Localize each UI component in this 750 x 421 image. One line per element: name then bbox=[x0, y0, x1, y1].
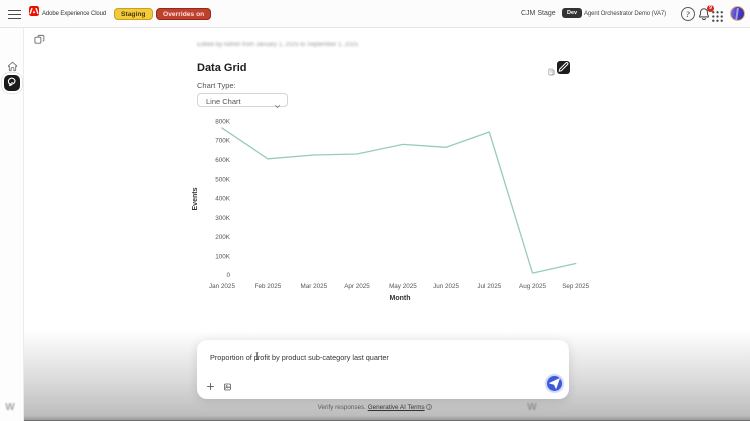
svg-text:700K: 700K bbox=[215, 138, 231, 145]
svg-text:Month: Month bbox=[390, 295, 411, 302]
svg-text:300K: 300K bbox=[215, 215, 231, 222]
svg-text:Jun 2025: Jun 2025 bbox=[433, 283, 459, 290]
svg-text:Mar 2025: Mar 2025 bbox=[300, 283, 327, 290]
svg-text:Jul 2025: Jul 2025 bbox=[477, 283, 501, 290]
svg-text:200K: 200K bbox=[215, 234, 231, 241]
svg-text:500K: 500K bbox=[215, 176, 231, 183]
svg-text:100K: 100K bbox=[215, 253, 231, 260]
svg-text:Sep 2025: Sep 2025 bbox=[562, 283, 589, 290]
svg-text:Jan 2025: Jan 2025 bbox=[209, 283, 235, 290]
svg-text:Feb 2025: Feb 2025 bbox=[255, 283, 282, 290]
svg-text:May 2025: May 2025 bbox=[389, 283, 417, 290]
svg-text:800K: 800K bbox=[215, 119, 231, 126]
svg-text:600K: 600K bbox=[215, 157, 231, 164]
svg-text:Aug 2025: Aug 2025 bbox=[519, 283, 546, 290]
svg-text:400K: 400K bbox=[215, 196, 231, 203]
svg-text:0: 0 bbox=[226, 272, 230, 279]
svg-text:Events: Events bbox=[192, 187, 199, 210]
svg-text:Apr 2025: Apr 2025 bbox=[344, 283, 370, 290]
